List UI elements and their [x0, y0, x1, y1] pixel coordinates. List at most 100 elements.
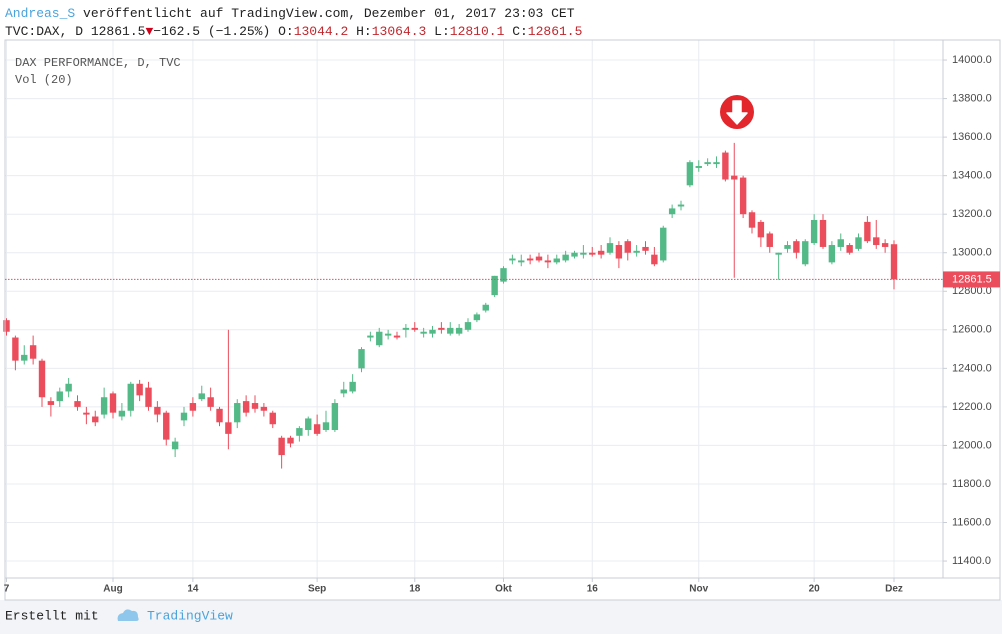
candle-body: [207, 397, 214, 407]
symbol: TVC:DAX, D: [5, 24, 83, 39]
chart-subtitle: Vol (20): [15, 73, 73, 87]
candle-body: [376, 331, 383, 346]
candle-body: [695, 166, 702, 168]
candle-body: [642, 246, 649, 251]
candle-body: [411, 327, 418, 330]
candle-body: [491, 275, 498, 296]
candle-body: [686, 162, 694, 186]
candle-body: [589, 252, 596, 255]
candle-body: [544, 260, 552, 263]
candle-body: [287, 437, 294, 444]
x-tick-label: Nov: [689, 584, 708, 595]
y-tick-label: 11600.0: [952, 516, 991, 528]
candle-body: [216, 408, 223, 423]
logo[interactable]: [117, 609, 139, 621]
y-tick-label: 12200.0: [952, 401, 992, 413]
last: 12861.5: [91, 24, 146, 39]
x-tick-label: 20: [809, 584, 821, 595]
x-tick-label: Dez: [885, 584, 903, 595]
ohlc-label: L:: [434, 24, 450, 39]
candle-body: [713, 162, 720, 165]
candle-body: [464, 322, 472, 330]
candle-body: [651, 254, 658, 265]
x-tick-label: Sep: [308, 584, 326, 595]
y-tick-label: 12800.0: [952, 285, 992, 297]
candle-body: [748, 212, 756, 228]
candle-body: [873, 237, 880, 246]
candle-body: [12, 337, 19, 361]
candle-body: [819, 219, 827, 247]
candle-body: [21, 354, 28, 361]
candle-body: [402, 327, 410, 330]
candle-body: [74, 401, 81, 407]
candle-body: [624, 241, 631, 253]
chart-title: DAX PERFORMANCE, D, TVC: [15, 56, 181, 70]
y-tick-label: 11400.0: [952, 555, 991, 567]
last-price-box: [943, 271, 1000, 288]
footer-text: Erstellt mit: [5, 608, 99, 623]
candle-body: [668, 208, 676, 215]
ohlc-value: 12861.5: [528, 24, 583, 39]
candle-body: [580, 252, 587, 255]
candle-body: [518, 260, 525, 263]
y-tick-label: 13000.0: [952, 247, 992, 259]
candles: [3, 142, 898, 469]
y-tick-label: 13600.0: [952, 131, 992, 143]
candle-body: [349, 381, 356, 392]
y-tick-label: 13200.0: [952, 208, 992, 220]
candle-body: [606, 243, 614, 253]
candle-body: [251, 403, 259, 409]
candle-body: [305, 418, 312, 431]
candle-body: [154, 406, 161, 415]
candle-body: [38, 360, 46, 398]
ohlc-value: 12810.1: [450, 24, 505, 39]
ohlc-value: 13064.3: [372, 24, 427, 39]
candle-body: [100, 397, 108, 415]
candle-body: [47, 401, 55, 405]
candle-body: [109, 393, 117, 413]
candle-body: [118, 410, 126, 417]
candle-body: [810, 219, 818, 244]
candle-body: [225, 422, 232, 434]
y-tick-label: 12000.0: [952, 439, 992, 451]
candle-body: [473, 314, 481, 321]
candle-body: [500, 268, 507, 282]
candle-body: [775, 252, 782, 255]
candle-body: [429, 329, 436, 334]
candle-body: [615, 245, 623, 259]
candle-body: [766, 233, 773, 247]
x-tick-label: 14: [187, 584, 199, 595]
y-tick-label: 12600.0: [952, 324, 992, 336]
candle-body: [562, 254, 569, 261]
author[interactable]: Andreas_S: [5, 6, 75, 21]
candle-body: [242, 401, 250, 413]
candle-body: [322, 422, 330, 431]
candle-body: [837, 239, 844, 247]
y-tick-label: 12400.0: [952, 362, 992, 374]
candle-body: [269, 412, 276, 425]
y-tick-label: 11800.0: [952, 478, 991, 490]
candle-body: [881, 243, 889, 247]
candle-body: [571, 252, 578, 257]
signal-arrow: [720, 95, 754, 129]
candle-body: [313, 424, 321, 434]
candle-body: [802, 241, 809, 265]
candle-body: [509, 258, 516, 261]
x-tick-label: 16: [587, 584, 599, 595]
candle-body: [163, 412, 170, 440]
candle-body: [526, 258, 534, 261]
candle-body: [136, 383, 143, 396]
candle-body: [420, 331, 427, 334]
candle-body: [757, 221, 765, 238]
candle-body: [482, 304, 489, 311]
ohlc-label: O:: [278, 24, 294, 39]
candle-body: [828, 245, 836, 263]
x-tick-label: 18: [409, 584, 421, 595]
ohlc-label: C:: [512, 24, 528, 39]
y-tick-label: 14000.0: [952, 54, 992, 66]
footer-brand[interactable]: TradingView: [147, 608, 233, 623]
candle-body: [56, 391, 63, 402]
candle-body: [731, 175, 738, 180]
x-tick-label: Aug: [103, 584, 122, 595]
candle-body: [92, 416, 99, 423]
